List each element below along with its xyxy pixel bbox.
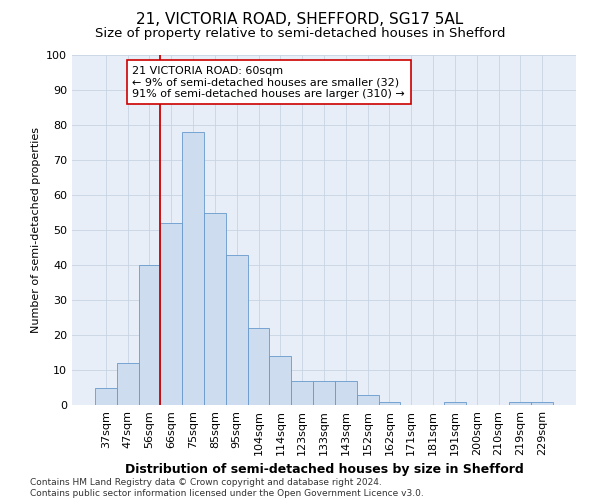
Bar <box>182 132 204 405</box>
Text: Size of property relative to semi-detached houses in Shefford: Size of property relative to semi-detach… <box>95 28 505 40</box>
Bar <box>160 223 182 405</box>
Bar <box>531 402 553 405</box>
Text: 21, VICTORIA ROAD, SHEFFORD, SG17 5AL: 21, VICTORIA ROAD, SHEFFORD, SG17 5AL <box>136 12 464 28</box>
Text: 21 VICTORIA ROAD: 60sqm
← 9% of semi-detached houses are smaller (32)
91% of sem: 21 VICTORIA ROAD: 60sqm ← 9% of semi-det… <box>133 66 405 98</box>
Bar <box>335 380 357 405</box>
Bar <box>357 394 379 405</box>
Bar <box>204 212 226 405</box>
Bar <box>313 380 335 405</box>
Bar <box>117 363 139 405</box>
Bar <box>444 402 466 405</box>
Text: Contains HM Land Registry data © Crown copyright and database right 2024.
Contai: Contains HM Land Registry data © Crown c… <box>30 478 424 498</box>
Y-axis label: Number of semi-detached properties: Number of semi-detached properties <box>31 127 41 333</box>
Bar <box>95 388 117 405</box>
Bar <box>248 328 269 405</box>
Bar <box>139 265 160 405</box>
Bar <box>226 254 248 405</box>
Bar <box>379 402 400 405</box>
Bar <box>509 402 531 405</box>
X-axis label: Distribution of semi-detached houses by size in Shefford: Distribution of semi-detached houses by … <box>125 464 523 476</box>
Bar <box>291 380 313 405</box>
Bar <box>269 356 291 405</box>
